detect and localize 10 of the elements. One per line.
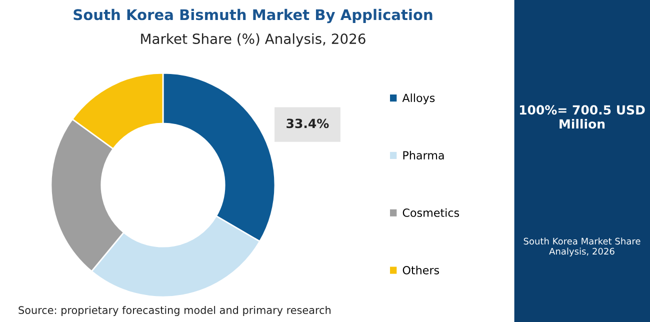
text: 100%= 700.5 USD Million bbox=[520, 105, 645, 129]
source-note: Source: proprietary forecasting model and primary research bbox=[18, 306, 330, 316]
chart-title: South Korea Bismuth Market By Application bbox=[74, 8, 432, 24]
text: South Korea Market Share Analysis, 2026 bbox=[524, 238, 640, 256]
chart-subtitle: Market Share (%) Analysis, 2026 bbox=[141, 33, 366, 47]
legend-label: Others bbox=[402, 266, 440, 274]
legend-label: Alloys bbox=[402, 93, 435, 104]
legend-label: Cosmetics bbox=[402, 208, 460, 217]
data-label: 33.4% bbox=[286, 118, 329, 128]
legend-label: Pharma bbox=[403, 150, 444, 160]
